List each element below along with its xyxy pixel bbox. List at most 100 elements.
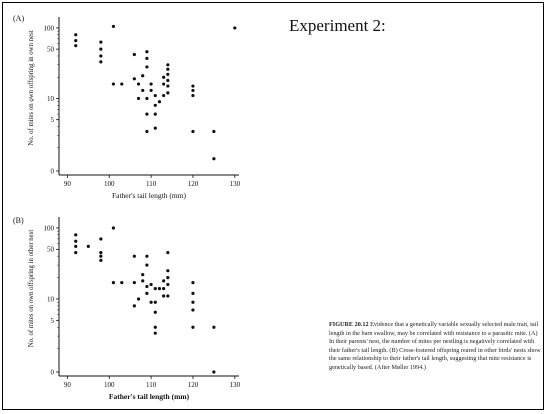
data-point (212, 157, 216, 161)
data-point (191, 129, 195, 134)
y-tick-label: 0 (51, 368, 55, 376)
data-point (191, 291, 195, 295)
data-point (132, 52, 136, 57)
y-tick-label: 10 (47, 295, 55, 303)
data-point (191, 325, 195, 329)
x-axis-label: Father's tail length (mm) (109, 392, 190, 401)
y-tick-label: 5 (51, 317, 55, 325)
data-point (166, 78, 170, 83)
data-point (157, 286, 162, 291)
slide: Experiment 2: (A) 90 100 110 120 130 0 5 10 50 100… (2, 2, 544, 410)
data-point (149, 300, 153, 304)
data-point (166, 72, 170, 76)
y-axis-label: No. of mites on own offspring in other n… (28, 230, 35, 348)
data-point (145, 65, 149, 69)
data-point (111, 82, 116, 86)
chart-panel-a: (A) 90 100 110 120 130 0 5 10 50 100 Father's tail … (13, 14, 241, 200)
y-tick-label: 50 (47, 46, 55, 54)
data-point (162, 286, 166, 291)
data-point (136, 82, 141, 86)
y-tick-label: 100 (44, 24, 55, 32)
data-point (145, 56, 149, 60)
data-point (191, 300, 195, 304)
data-point (99, 54, 103, 58)
slide-heading: Experiment 2: (289, 16, 386, 35)
x-tick-label: 120 (188, 180, 199, 188)
data-point (99, 237, 103, 241)
data-point (99, 47, 103, 51)
data-point (145, 284, 149, 289)
data-point (141, 273, 145, 277)
data-point (111, 24, 116, 29)
data-point (153, 325, 157, 329)
data-point (145, 96, 149, 101)
data-point (166, 275, 170, 280)
data-point (166, 269, 170, 273)
data-point (74, 250, 78, 255)
x-axis-label: Father's tail length (mm) (112, 191, 187, 200)
x-tick-label: 120 (188, 381, 199, 389)
data-point (74, 244, 78, 248)
data-point (74, 233, 78, 237)
data-point (166, 63, 170, 67)
data-point (153, 112, 157, 116)
data-point (141, 279, 145, 283)
data-point (191, 84, 195, 88)
data-point (191, 308, 195, 312)
data-point (166, 91, 170, 95)
data-point (162, 75, 166, 79)
data-point (145, 291, 149, 295)
data-point (191, 281, 195, 285)
x-tick-label: 130 (230, 381, 241, 389)
data-point (99, 254, 103, 258)
data-point (74, 39, 78, 43)
data-point (212, 370, 216, 374)
y-tick-label: 50 (47, 246, 55, 254)
data-point (74, 44, 78, 48)
data-point (99, 40, 103, 44)
y-tick-label: 10 (47, 95, 55, 103)
data-point (86, 244, 90, 248)
data-point (191, 88, 195, 93)
caption-text: Evidence that a genetically variable sex… (329, 321, 541, 371)
data-point (120, 82, 124, 86)
data-point (74, 239, 78, 243)
data-point (166, 294, 170, 298)
data-point (141, 74, 145, 78)
y-tick-label: 5 (51, 116, 55, 124)
data-point (132, 254, 136, 258)
data-point (153, 331, 157, 335)
data-point (166, 67, 170, 71)
data-point (136, 297, 141, 301)
figure-caption: FIGURE 20.12 Evidence that a genetically… (329, 321, 541, 372)
data-point (166, 250, 170, 255)
data-point (99, 258, 103, 262)
data-point (132, 77, 136, 81)
data-point (153, 93, 157, 98)
panel-label: (A) (13, 14, 24, 23)
data-point (212, 325, 216, 329)
x-tick-label: 110 (146, 381, 157, 389)
x-tick-label: 90 (64, 381, 72, 389)
data-point (162, 93, 166, 98)
data-point (99, 60, 103, 64)
data-point (162, 294, 166, 298)
data-point (145, 112, 149, 116)
data-point (153, 310, 157, 314)
data-point (149, 282, 153, 287)
data-point (132, 304, 136, 308)
y-tick-label: 0 (51, 167, 55, 175)
x-tick-label: 100 (104, 180, 115, 188)
data-point (191, 93, 195, 98)
data-point (136, 96, 141, 101)
data-point (162, 82, 166, 86)
data-point (145, 50, 149, 54)
data-point (145, 129, 149, 134)
data-point (162, 279, 166, 283)
caption-lead: FIGURE 20.12 (329, 321, 369, 328)
data-point (166, 84, 170, 88)
data-point (149, 88, 153, 93)
scan-speck (32, 99, 34, 101)
chart-panel-b: (B) 90 100 110 120 130 0 5 10 50 100 Father's tail … (13, 216, 241, 401)
data-point (74, 33, 78, 37)
